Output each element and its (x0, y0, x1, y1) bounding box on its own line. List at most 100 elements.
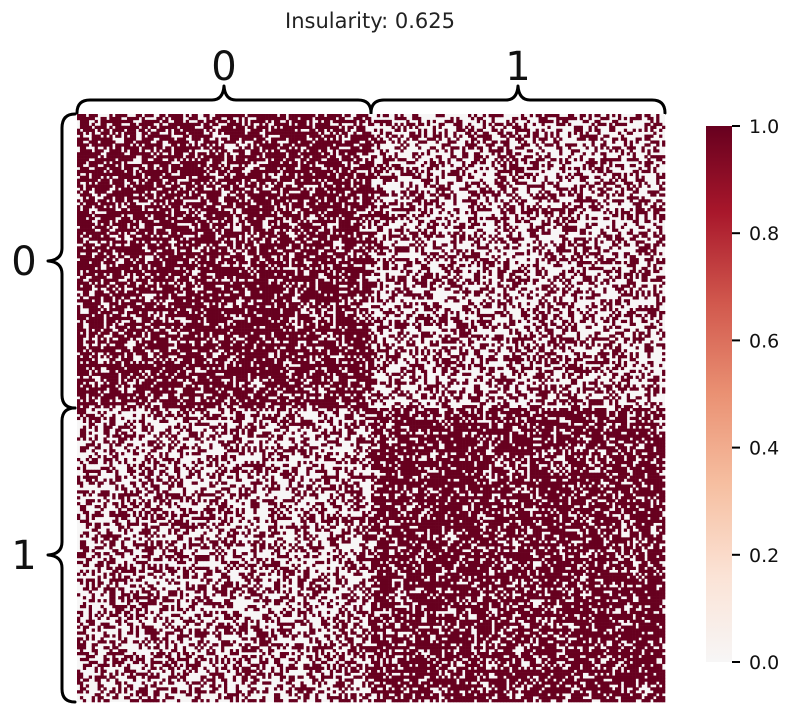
heatmap-cell (509, 131, 513, 135)
heatmap-cell (588, 125, 592, 129)
heatmap-cell (144, 193, 148, 197)
heatmap-cell (218, 169, 222, 174)
heatmap-cell (506, 146, 510, 150)
heatmap-cell (218, 114, 222, 118)
heatmap-cell (129, 240, 134, 244)
heatmap-cell (338, 143, 342, 147)
heatmap-cell (297, 205, 301, 209)
heatmap-cell (215, 122, 219, 127)
heatmap-cell (224, 131, 228, 135)
heatmap-cell (479, 128, 484, 132)
heatmap-cell (353, 225, 357, 229)
heatmap-cell (432, 199, 436, 203)
heatmap-cell (567, 202, 572, 206)
heatmap-cell (565, 222, 569, 227)
heatmap-cell (350, 152, 354, 156)
heatmap-cell (206, 231, 210, 235)
heatmap-cell (365, 181, 369, 185)
heatmap-cell (515, 193, 519, 197)
heatmap-cell (150, 196, 154, 200)
heatmap-cell (126, 169, 131, 174)
heatmap-cell (203, 234, 207, 238)
heatmap-cell (503, 184, 507, 188)
heatmap-cell (559, 116, 563, 121)
heatmap-cell (382, 216, 386, 221)
heatmap-cell (265, 193, 269, 197)
heatmap-cell (262, 158, 266, 162)
heatmap-cell (126, 137, 131, 141)
heatmap-cell (612, 140, 616, 144)
heatmap-cell (394, 128, 398, 132)
heatmap-cell (115, 181, 119, 185)
heatmap-cell (226, 219, 231, 224)
heatmap-cell (191, 196, 195, 200)
heatmap-cell (465, 184, 469, 188)
heatmap-cell (259, 116, 263, 121)
heatmap-cell (218, 190, 222, 194)
heatmap-cell (321, 237, 325, 241)
heatmap-cell (344, 240, 348, 244)
heatmap-cell (553, 140, 557, 144)
heatmap-cell (188, 196, 192, 200)
heatmap-cell (394, 146, 398, 150)
heatmap-cell (115, 187, 119, 191)
heatmap-cell (197, 166, 201, 171)
heatmap-cell (450, 163, 454, 168)
heatmap-cell (88, 222, 92, 227)
heatmap-cell (400, 216, 404, 221)
heatmap-cell (97, 190, 101, 194)
heatmap-cell (300, 122, 304, 127)
heatmap-cell (456, 169, 460, 174)
heatmap-cell (112, 128, 116, 132)
heatmap-cell (512, 240, 516, 244)
heatmap-cell (165, 149, 169, 153)
heatmap-cell (432, 125, 436, 129)
heatmap-cell (335, 131, 339, 135)
heatmap-cell (212, 122, 216, 127)
heatmap-cell (509, 184, 513, 188)
heatmap-cell (273, 211, 278, 215)
heatmap-cell (415, 199, 419, 203)
heatmap-cell (265, 155, 269, 159)
heatmap-cell (294, 116, 298, 121)
heatmap-cell (318, 116, 322, 121)
heatmap-cell (203, 114, 207, 118)
heatmap-cell (335, 234, 339, 238)
heatmap-cell (250, 208, 254, 212)
heatmap-cell (297, 143, 301, 147)
heatmap-cell (509, 163, 513, 168)
heatmap-cell (635, 208, 639, 212)
heatmap-cell (368, 134, 372, 138)
heatmap-cell (185, 193, 190, 197)
heatmap-cell (529, 114, 533, 118)
heatmap-cell (429, 208, 434, 212)
heatmap-cell (382, 155, 386, 159)
heatmap-cell (359, 172, 363, 177)
heatmap-cell (329, 193, 334, 197)
heatmap-cell (341, 181, 345, 185)
heatmap-cell (321, 140, 325, 144)
heatmap-cell (565, 205, 569, 209)
heatmap-cell (544, 178, 548, 182)
heatmap-cell (479, 208, 484, 212)
heatmap-cell (562, 219, 566, 224)
heatmap-cell (494, 196, 498, 200)
heatmap-cell (147, 140, 151, 144)
heatmap-cell (603, 190, 607, 194)
heatmap-cell (482, 134, 486, 138)
heatmap-cell (582, 166, 586, 171)
heatmap-cell (165, 193, 169, 197)
heatmap-cell (379, 140, 384, 144)
heatmap-cell (273, 116, 278, 121)
heatmap-cell (182, 225, 187, 229)
heatmap-cell (112, 155, 116, 159)
heatmap-cell (318, 143, 322, 147)
heatmap-cell (641, 225, 645, 229)
heatmap-cell (94, 152, 98, 156)
heatmap-cell (241, 134, 245, 138)
heatmap-cell (356, 158, 360, 162)
heatmap-cell (176, 116, 181, 121)
heatmap-cell (229, 228, 234, 232)
heatmap-cell (229, 222, 234, 227)
heatmap-cell (235, 240, 239, 244)
